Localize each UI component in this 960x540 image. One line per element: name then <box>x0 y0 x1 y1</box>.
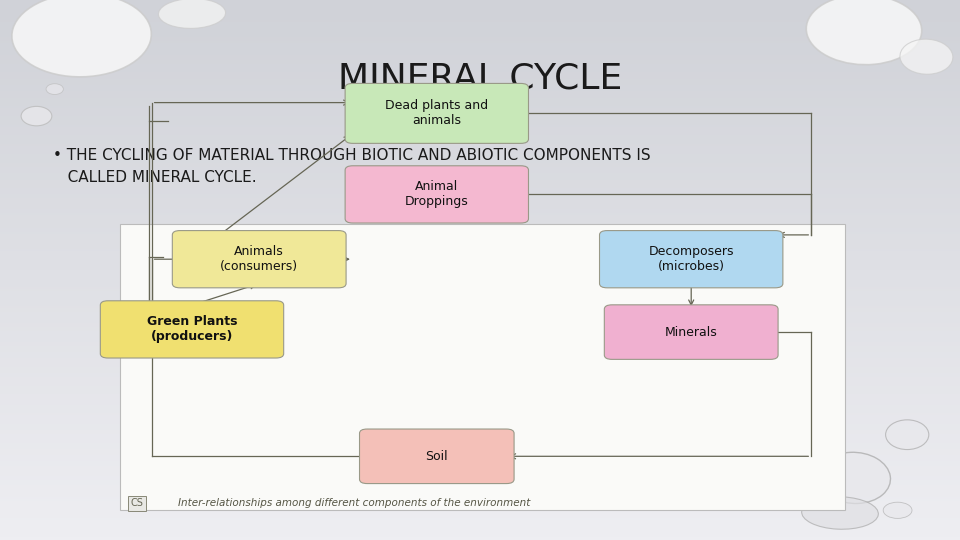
Ellipse shape <box>885 420 928 449</box>
FancyBboxPatch shape <box>359 429 514 484</box>
Text: Inter-relationships among different components of the environment: Inter-relationships among different comp… <box>178 498 530 508</box>
Text: Minerals: Minerals <box>665 326 717 339</box>
Ellipse shape <box>900 39 953 74</box>
FancyBboxPatch shape <box>346 83 528 143</box>
Ellipse shape <box>802 497 878 529</box>
Text: Soil: Soil <box>425 450 448 463</box>
FancyBboxPatch shape <box>120 224 845 510</box>
Ellipse shape <box>12 0 152 77</box>
Text: Dead plants and
animals: Dead plants and animals <box>385 99 489 127</box>
FancyBboxPatch shape <box>173 231 346 288</box>
Text: MINERAL CYCLE: MINERAL CYCLE <box>338 62 622 95</box>
Text: Decomposers
(microbes): Decomposers (microbes) <box>648 245 734 273</box>
Ellipse shape <box>21 106 52 126</box>
Ellipse shape <box>883 502 912 518</box>
Ellipse shape <box>158 0 226 29</box>
Ellipse shape <box>46 84 63 94</box>
Text: CS: CS <box>131 498 144 508</box>
Text: Animal
Droppings: Animal Droppings <box>405 180 468 208</box>
Text: CALLED MINERAL CYCLE.: CALLED MINERAL CYCLE. <box>53 170 256 185</box>
Text: Green Plants
(producers): Green Plants (producers) <box>147 315 237 343</box>
FancyBboxPatch shape <box>346 166 528 223</box>
FancyBboxPatch shape <box>599 231 782 288</box>
FancyBboxPatch shape <box>101 301 284 358</box>
Text: Animals
(consumers): Animals (consumers) <box>220 245 299 273</box>
FancyBboxPatch shape <box>605 305 778 360</box>
Ellipse shape <box>818 453 891 503</box>
Text: • THE CYCLING OF MATERIAL THROUGH BIOTIC AND ABIOTIC COMPONENTS IS: • THE CYCLING OF MATERIAL THROUGH BIOTIC… <box>53 148 651 164</box>
Ellipse shape <box>806 0 922 65</box>
